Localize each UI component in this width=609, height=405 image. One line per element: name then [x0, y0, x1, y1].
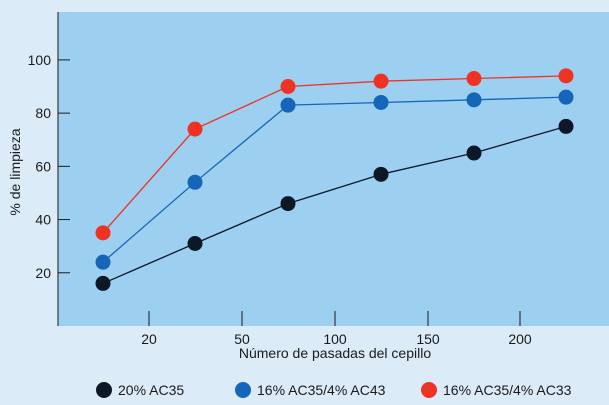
data-point-series-3 [558, 68, 574, 84]
data-point-series-1 [95, 275, 111, 291]
legend-label-1: 20% AC35 [118, 382, 184, 398]
series-line-1 [102, 125, 567, 285]
data-point-series-1 [466, 145, 482, 161]
x-tick-label: 100 [323, 331, 347, 347]
y-tick-label: 20 [35, 265, 51, 281]
data-point-series-2 [95, 254, 111, 270]
data-point-series-3 [466, 71, 482, 87]
x-axis-title: Número de pasadas del cepillo [239, 345, 431, 361]
series-line-3 [102, 75, 567, 234]
data-point-series-3 [187, 121, 203, 137]
x-tick-label: 20 [141, 331, 157, 347]
x-tick-label: 200 [508, 331, 532, 347]
y-tick-label: 80 [35, 105, 51, 121]
legend-marker-3 [421, 382, 437, 398]
y-axis-title: % de limpieza [7, 128, 23, 215]
series-line-2 [102, 96, 567, 263]
data-point-series-3 [280, 79, 296, 95]
x-tick-label: 50 [234, 331, 250, 347]
y-tick-label: 100 [28, 52, 52, 68]
legend: 20% AC35 16% AC35/4% AC43 16% AC35/4% AC33 [96, 382, 572, 398]
data-point-series-2 [558, 89, 574, 105]
data-point-series-2 [373, 94, 389, 110]
y-tick-label: 60 [35, 158, 51, 174]
data-point-series-1 [187, 236, 203, 252]
x-tick-label: 150 [416, 331, 440, 347]
y-tick-label: 40 [35, 212, 51, 228]
legend-marker-2 [235, 382, 251, 398]
legend-marker-1 [96, 382, 112, 398]
legend-label-2: 16% AC35/4% AC43 [257, 382, 386, 398]
data-point-series-3 [373, 73, 389, 89]
data-point-series-2 [466, 92, 482, 108]
data-point-series-2 [187, 174, 203, 190]
plot-area [58, 12, 609, 326]
data-point-series-1 [373, 166, 389, 182]
data-point-series-1 [558, 118, 574, 134]
data-point-series-1 [280, 196, 296, 212]
legend-label-3: 16% AC35/4% AC33 [443, 382, 572, 398]
data-point-series-2 [280, 97, 296, 113]
data-point-series-3 [95, 225, 111, 241]
